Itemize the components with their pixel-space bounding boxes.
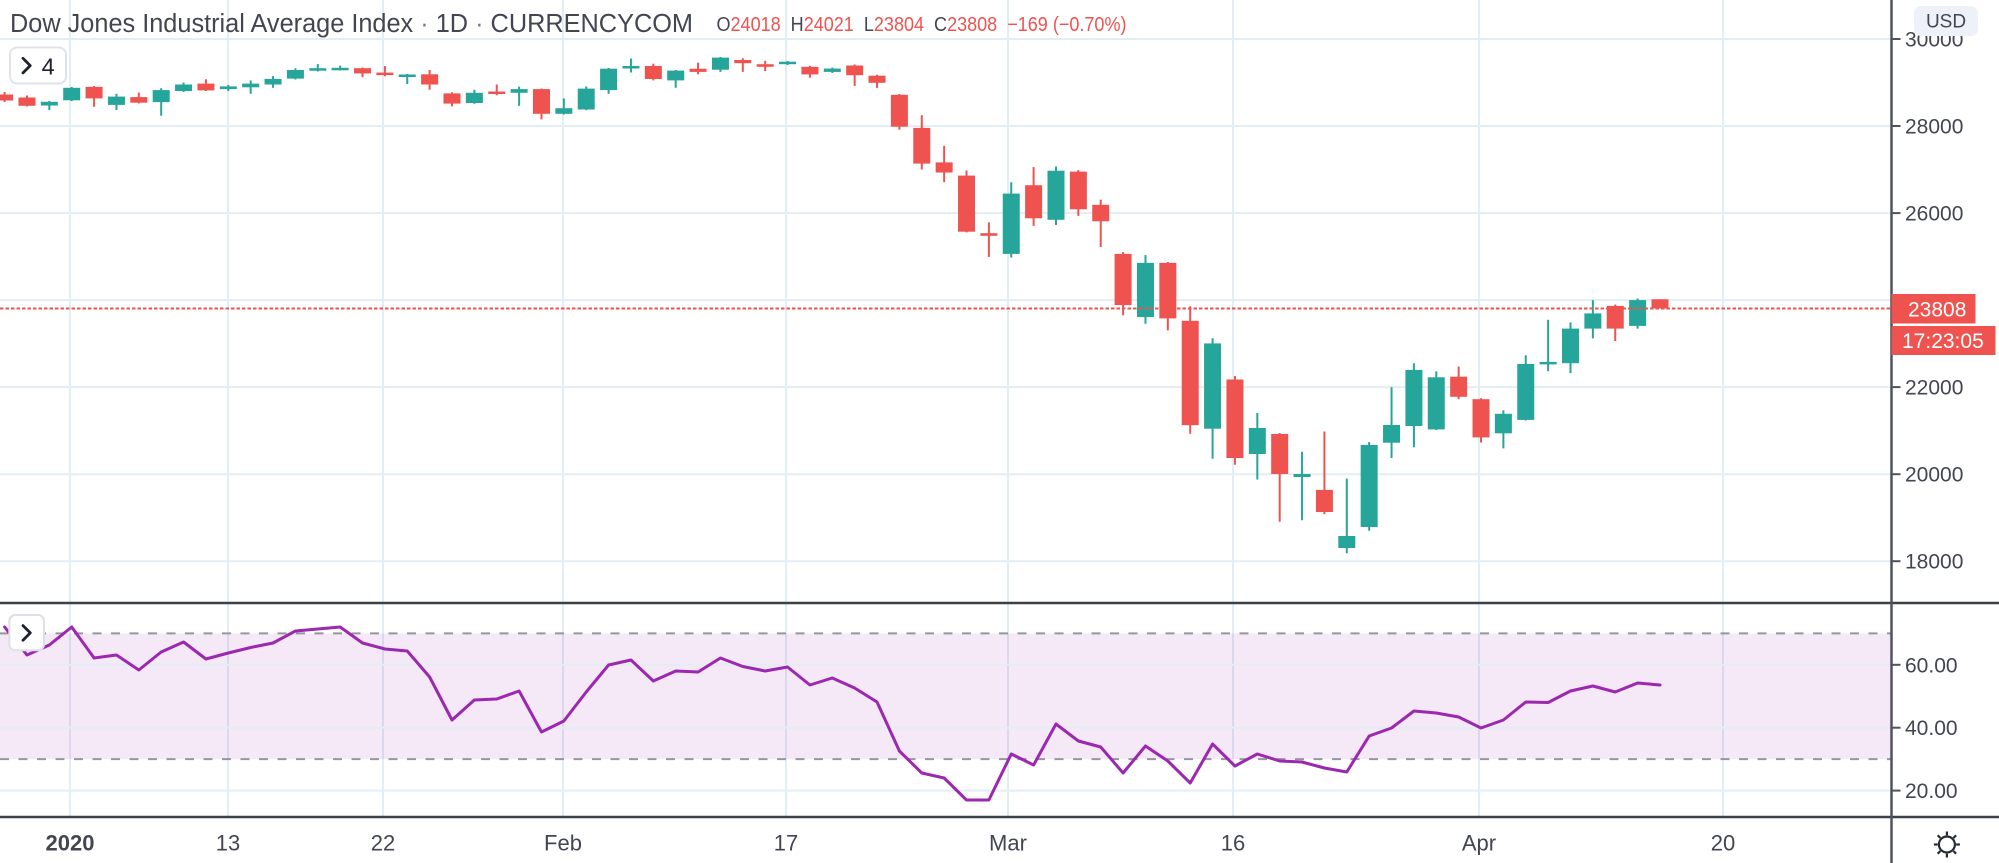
svg-text:20: 20 (1711, 831, 1735, 856)
svg-text:17: 17 (774, 831, 798, 856)
svg-text:16: 16 (1221, 831, 1245, 856)
svg-text:28000: 28000 (1905, 116, 1963, 139)
svg-text:Mar: Mar (989, 831, 1027, 856)
svg-text:Apr: Apr (1462, 831, 1496, 856)
svg-text:22000: 22000 (1905, 377, 1963, 400)
svg-text:USD: USD (1926, 12, 1966, 33)
svg-text:2020: 2020 (46, 831, 95, 856)
svg-text:Dow Jones Industrial Average I: Dow Jones Industrial Average Index · 1D … (10, 10, 693, 38)
svg-text:40.00: 40.00 (1905, 717, 1958, 740)
svg-text:17:23:05: 17:23:05 (1902, 330, 1984, 353)
svg-text:18000: 18000 (1905, 551, 1963, 574)
svg-text:26000: 26000 (1905, 203, 1963, 226)
svg-text:23808: 23808 (1908, 299, 1966, 322)
svg-text:Feb: Feb (544, 831, 582, 856)
svg-text:O24018 H24021 L23804 C23808: O24018 H24021 L23804 C23808 −169 (−0.70%… (717, 14, 1127, 36)
svg-text:4: 4 (42, 54, 55, 80)
svg-text:22: 22 (371, 831, 395, 856)
svg-text:20000: 20000 (1905, 464, 1963, 487)
svg-text:13: 13 (216, 831, 240, 856)
svg-text:20.00: 20.00 (1905, 780, 1958, 803)
svg-text:60.00: 60.00 (1905, 654, 1958, 677)
